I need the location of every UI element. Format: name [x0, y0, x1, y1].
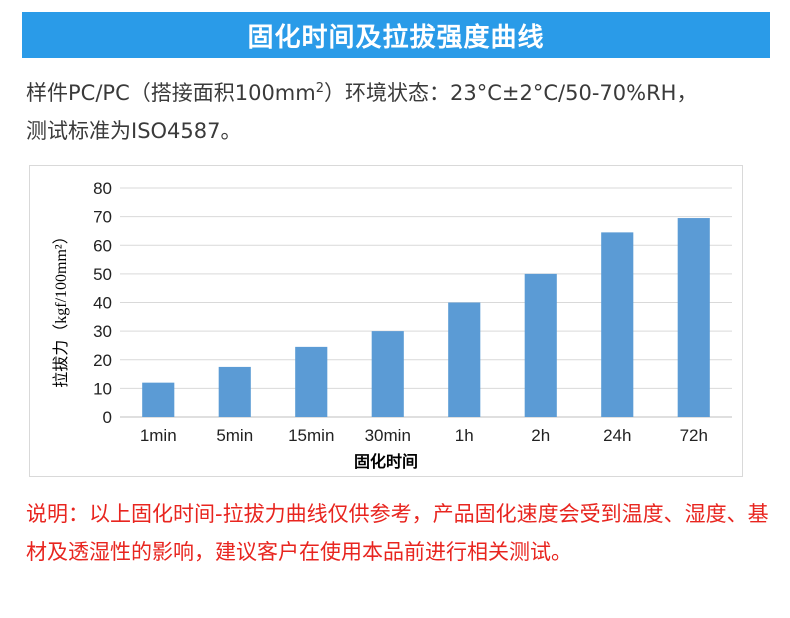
title-bar: 固化时间及拉拔强度曲线	[22, 12, 770, 58]
test-standard-line: 测试标准为ISO4587。	[26, 119, 242, 143]
bar-5min	[218, 366, 251, 417]
y-tick-label: 60	[93, 236, 112, 255]
x-tick-label: 2h	[531, 426, 550, 445]
y-tick-label: 30	[93, 322, 112, 341]
conditions-superscript: 2	[315, 81, 325, 96]
x-tick-labels: 1min 5min 15min 30min 1h 2h 24h 72h	[140, 426, 708, 445]
x-tick-label: 5min	[216, 426, 253, 445]
test-conditions: 样件PC/PC（搭接面积100mm2）环境状态：23°C±2°C/50-70%R…	[26, 70, 771, 150]
y-tick-label: 20	[93, 351, 112, 370]
conditions-prefix: 样件PC/PC（搭接面积100mm	[26, 81, 316, 105]
x-tick-label: 1min	[140, 426, 177, 445]
chart-container: 0 10 20 30 40 50 60 70 80 1min 5min 15min 30min 1h 2h…	[29, 165, 743, 477]
gridlines	[120, 187, 732, 418]
y-tick-label: 80	[93, 179, 112, 198]
conditions-suffix: ）环境状态：23°C±2°C/50-70%RH，	[324, 81, 698, 105]
disclaimer-note: 说明：以上固化时间-拉拔力曲线仅供参考，产品固化速度会受到温度、湿度、基材及透湿…	[26, 502, 769, 564]
y-tick-label: 0	[103, 408, 112, 427]
page-title: 固化时间及拉拔强度曲线	[247, 22, 545, 53]
y-tick-label: 10	[93, 379, 112, 398]
bars	[142, 218, 710, 417]
bar-1min	[142, 382, 175, 417]
x-tick-label: 72h	[680, 426, 708, 445]
y-tick-label: 50	[93, 265, 112, 284]
bar-30min	[371, 331, 404, 417]
y-tick-labels: 0 10 20 30 40 50 60 70 80	[93, 179, 112, 427]
x-axis-label: 固化时间	[354, 452, 418, 471]
y-tick-label: 40	[93, 294, 112, 313]
test-conditions-line1: 样件PC/PC（搭接面积100mm2）环境状态：23°C±2°C/50-70%R…	[26, 70, 771, 112]
bar-2h	[524, 273, 557, 417]
y-tick-label: 70	[93, 208, 112, 227]
x-tick-label: 15min	[288, 426, 334, 445]
x-tick-label: 1h	[455, 426, 474, 445]
bar-24h	[601, 232, 634, 417]
x-tick-label: 24h	[603, 426, 631, 445]
y-axis-label: 拉拔力（kgf/100mm²）	[52, 228, 70, 387]
bar-1h	[448, 302, 481, 417]
x-tick-label: 30min	[365, 426, 411, 445]
bar-72h	[677, 218, 710, 417]
bar-15min	[295, 346, 328, 417]
bar-chart: 0 10 20 30 40 50 60 70 80 1min 5min 15min 30min 1h 2h…	[52, 179, 732, 471]
